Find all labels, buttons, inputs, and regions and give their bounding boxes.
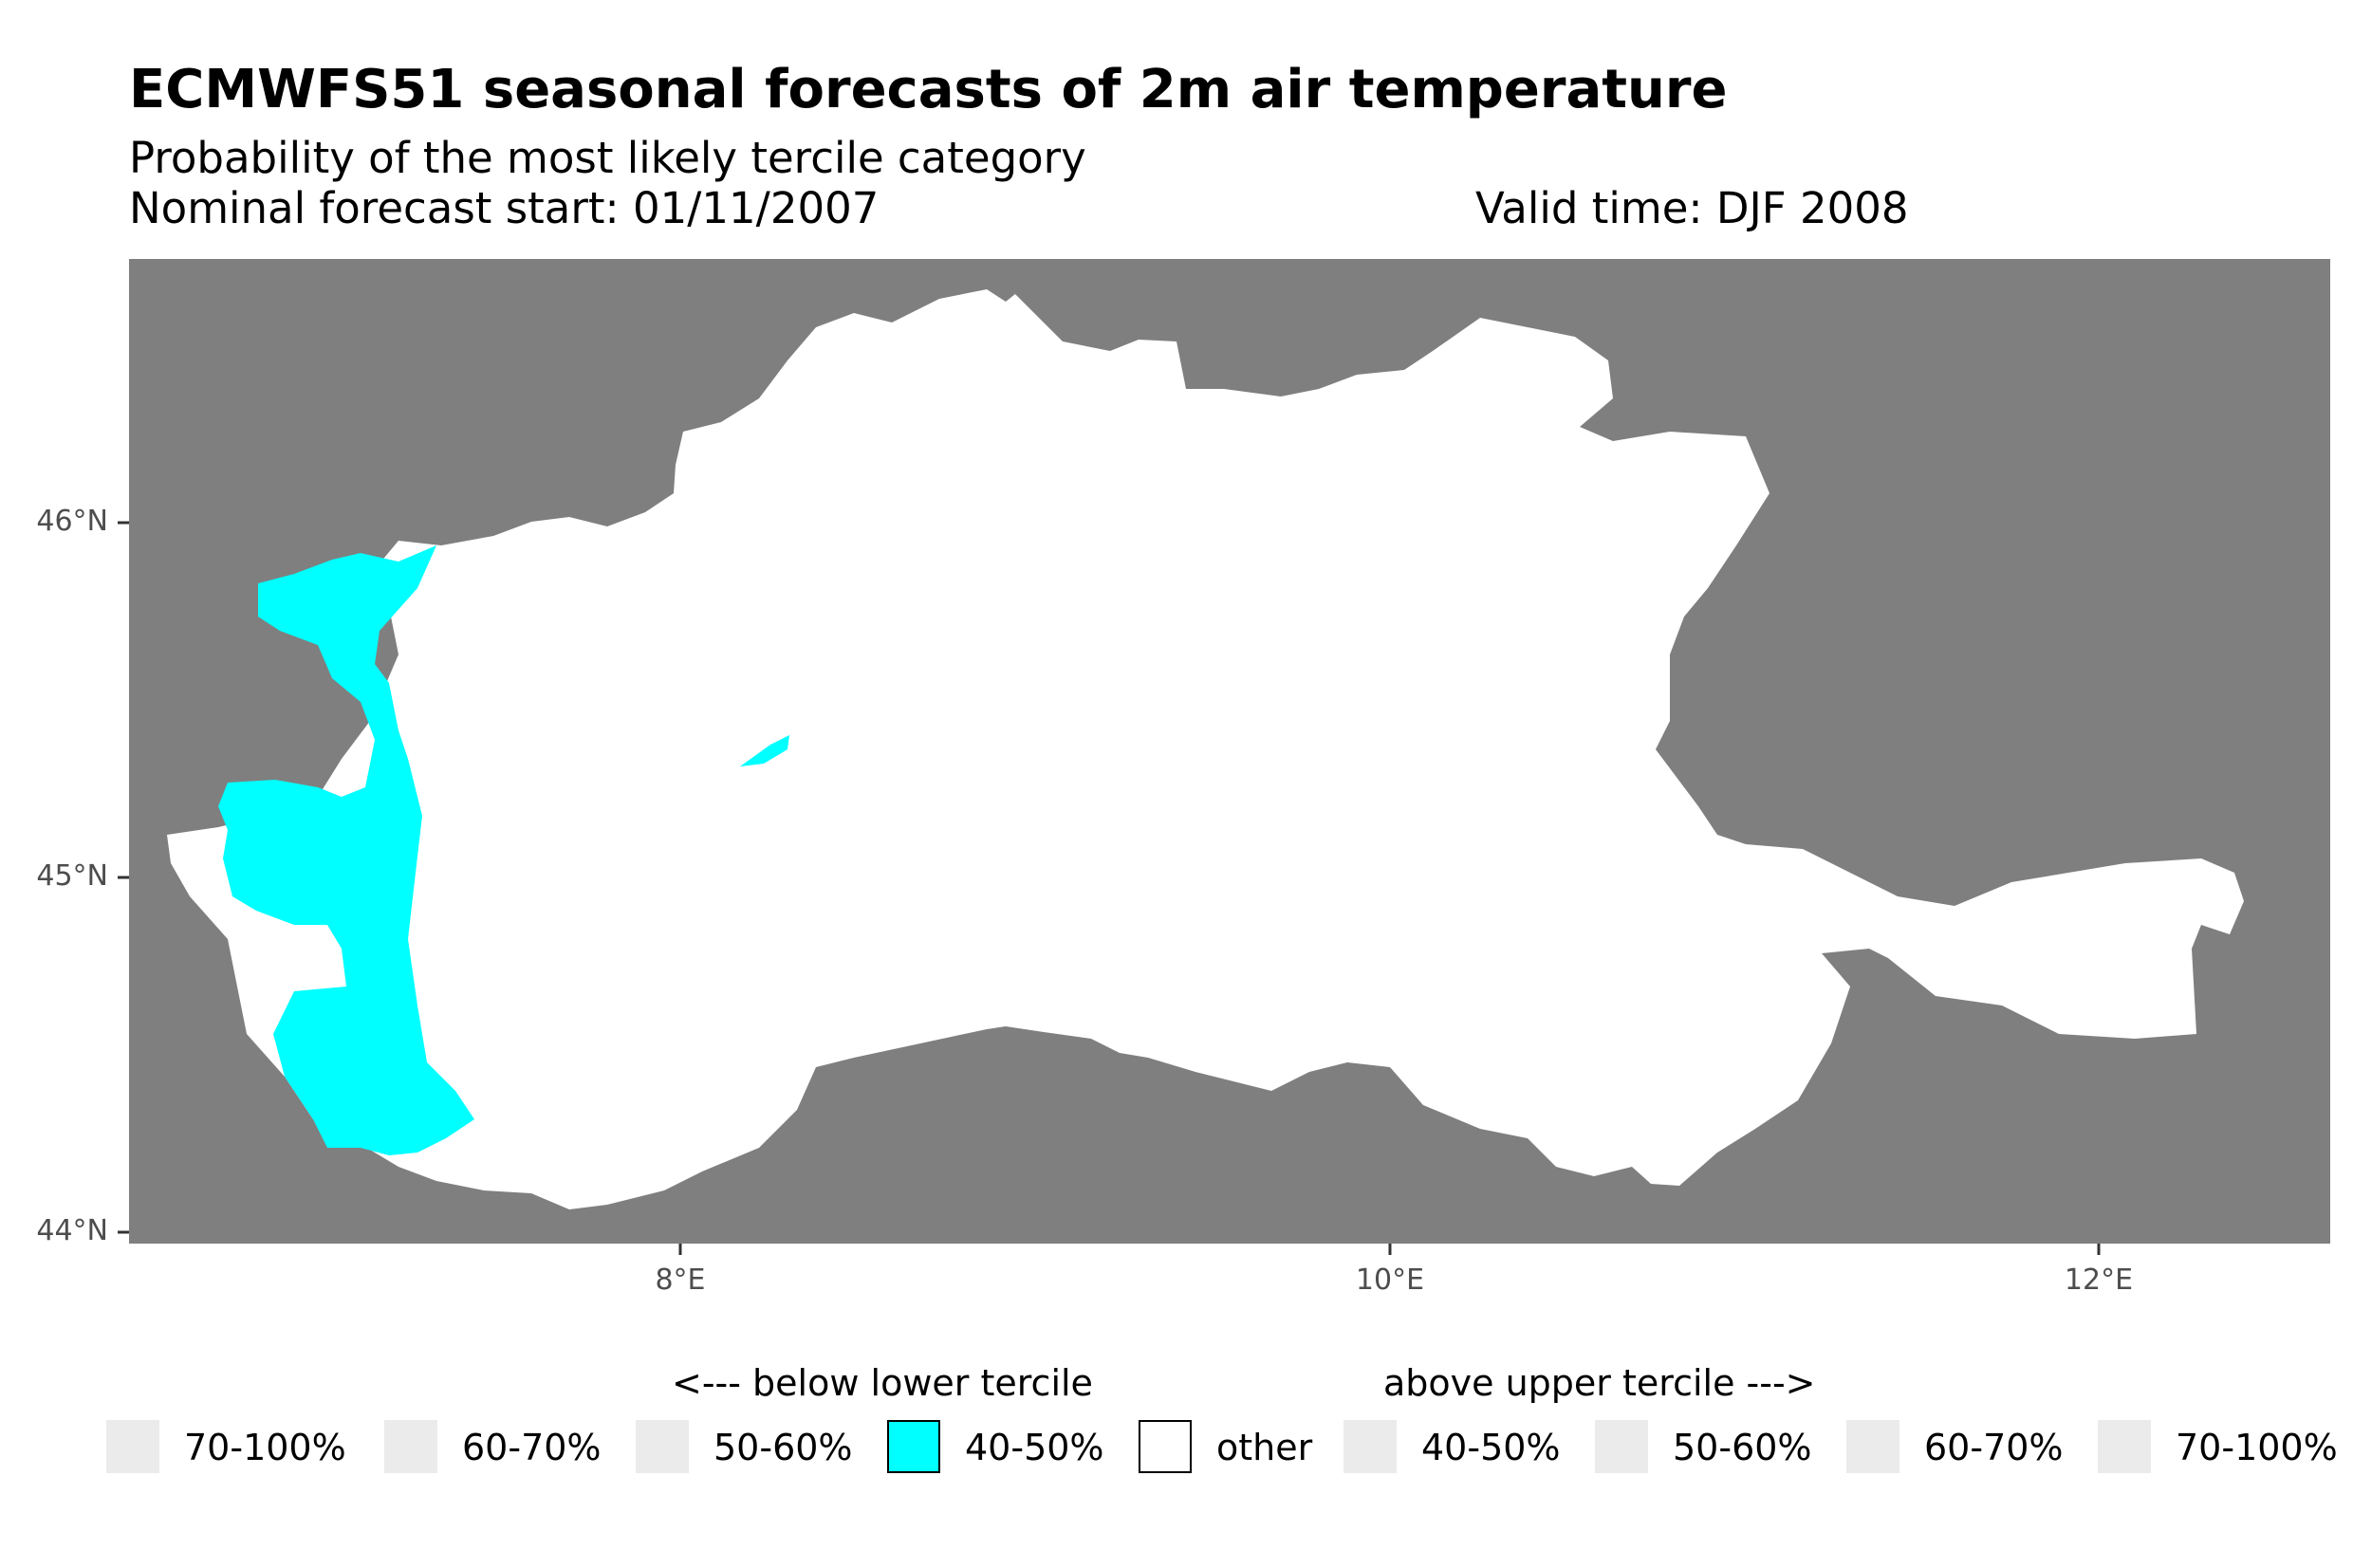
legend-label: 50-60% xyxy=(1673,1427,1812,1468)
legend-swatch xyxy=(1139,1420,1192,1473)
chart-title: ECMWFS51 seasonal forecasts of 2m air te… xyxy=(129,59,1728,120)
legend-label: other xyxy=(1216,1427,1313,1468)
y-tick-label-46: 46°N xyxy=(36,505,108,538)
legend-label: 70-100% xyxy=(2176,1427,2338,1468)
legend-swatch xyxy=(636,1420,689,1473)
x-tick-label-8: 8°E xyxy=(655,1264,706,1297)
legend-above-header: above upper tercile ---> xyxy=(1383,1362,1816,1404)
legend-label: 60-70% xyxy=(1924,1427,2064,1468)
chart-subtitle: Probability of the most likely tercile c… xyxy=(129,133,1086,183)
legend-swatch xyxy=(1846,1420,1899,1473)
legend-label: 40-50% xyxy=(965,1427,1104,1468)
legend-label: 40-50% xyxy=(1421,1427,1561,1468)
legend-swatch xyxy=(1343,1420,1397,1473)
region-below-40-50 xyxy=(218,545,474,1155)
legend-swatch xyxy=(887,1420,940,1473)
legend-label: 70-100% xyxy=(184,1427,346,1468)
legend-label: 60-70% xyxy=(462,1427,602,1468)
x-tick-label-10: 10°E xyxy=(1355,1264,1425,1297)
legend-swatch xyxy=(1595,1420,1648,1473)
legend-below-header: <--- below lower tercile xyxy=(672,1362,1093,1404)
region-below-40-50-patch xyxy=(740,735,789,766)
y-tick-label-44: 44°N xyxy=(36,1214,108,1247)
forecast-start-label: Nominal forecast start: 01/11/2007 xyxy=(129,183,880,233)
region-other xyxy=(167,289,2244,1209)
y-tick-label-45: 45°N xyxy=(36,859,108,893)
legend-swatch xyxy=(106,1420,159,1473)
valid-time-label: Valid time: DJF 2008 xyxy=(1475,183,1909,233)
legend-swatch xyxy=(384,1420,437,1473)
legend-label: 50-60% xyxy=(713,1427,853,1468)
legend-swatch xyxy=(2098,1420,2151,1473)
x-tick-label-12: 12°E xyxy=(2064,1264,2134,1297)
